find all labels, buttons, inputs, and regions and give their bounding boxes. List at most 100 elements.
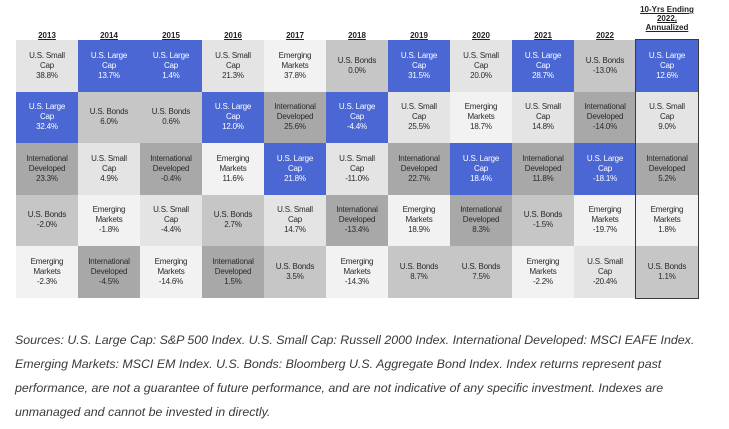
return-value: 37.8%: [284, 70, 306, 80]
return-cell: International Developed 25.6%: [264, 91, 326, 143]
asset-class-label: Cap: [163, 215, 179, 225]
return-value: 1.1%: [658, 271, 676, 281]
asset-class-label: U.S. Large: [462, 153, 500, 163]
asset-class-label: Cap: [163, 60, 179, 70]
asset-class-label: U.S. Large: [276, 153, 314, 163]
return-value: 18.9%: [408, 225, 430, 235]
return-cell: U.S. Bonds 7.5%: [450, 246, 512, 298]
return-cell: Emerging Markets -14.6%: [140, 246, 202, 298]
asset-class-returns-quilt: 2013 2014 2015 2016 2017 2018 2019 2020 2021 2022…: [16, 5, 699, 299]
return-cell: U.S. Large Cap -18.1%: [574, 143, 636, 195]
return-value: 20.0%: [470, 70, 492, 80]
asset-class-label: Emerging: [154, 256, 188, 266]
asset-class-label: Cap: [659, 60, 675, 70]
return-value: -14.3%: [344, 276, 370, 286]
return-value: 14.7%: [284, 225, 306, 235]
asset-class-label: International: [274, 102, 316, 112]
return-cell: U.S. Small Cap 20.0%: [450, 40, 512, 92]
return-value: 1.5%: [224, 276, 242, 286]
asset-class-label: Cap: [597, 266, 613, 276]
asset-class-label: Developed: [400, 163, 438, 173]
asset-class-label: U.S. Bonds: [337, 55, 377, 65]
return-cell: Emerging Markets -1.8%: [78, 194, 140, 246]
return-cell: U.S. Bonds 6.0%: [78, 91, 140, 143]
asset-class-label: International: [336, 205, 378, 215]
return-cell: U.S. Bonds -2.0%: [16, 194, 78, 246]
return-value: 6.0%: [100, 117, 118, 127]
asset-class-label: Cap: [411, 112, 427, 122]
asset-class-label: Cap: [597, 163, 613, 173]
asset-class-label: Cap: [39, 60, 55, 70]
return-value: 25.6%: [284, 122, 306, 132]
asset-class-label: Markets: [653, 215, 681, 225]
asset-class-label: International: [150, 153, 192, 163]
column-header: 2013: [38, 31, 56, 40]
return-cell: International Developed 5.2%: [636, 143, 698, 195]
return-cell: Emerging Markets -14.3%: [326, 246, 388, 298]
sources-footnote: Sources: U.S. Large Cap: S&P 500 Index. …: [15, 333, 695, 419]
return-value: -19.7%: [592, 225, 618, 235]
return-value: 21.8%: [284, 173, 306, 183]
return-value: 0.0%: [348, 65, 366, 75]
return-cell: U.S. Bonds 3.5%: [264, 246, 326, 298]
return-cell: International Developed -0.4%: [140, 143, 202, 195]
asset-class-label: U.S. Small: [525, 102, 561, 112]
asset-class-label: U.S. Bonds: [399, 261, 439, 271]
asset-class-label: U.S. Large: [152, 50, 190, 60]
asset-class-label: Emerging: [340, 256, 374, 266]
asset-class-label: U.S. Small: [153, 205, 189, 215]
return-cell: U.S. Small Cap -11.0%: [326, 143, 388, 195]
asset-class-label: Emerging: [30, 256, 64, 266]
asset-class-label: International: [584, 102, 626, 112]
asset-class-label: Emerging: [588, 205, 622, 215]
asset-class-label: Developed: [648, 163, 686, 173]
return-cell: Emerging Markets -2.3%: [16, 246, 78, 298]
asset-class-label: U.S. Small: [401, 102, 437, 112]
asset-class-label: U.S. Bonds: [27, 210, 67, 220]
column-header: 2020: [472, 31, 490, 40]
return-cell: U.S. Small Cap -20.4%: [574, 246, 636, 298]
return-cell: Emerging Markets -19.7%: [574, 194, 636, 246]
asset-class-label: U.S. Large: [524, 50, 562, 60]
asset-class-label: Cap: [349, 163, 365, 173]
return-cell: International Developed -14.0%: [574, 91, 636, 143]
column-header: 2014: [100, 31, 118, 40]
asset-class-label: Markets: [281, 60, 309, 70]
asset-class-label: Markets: [95, 215, 123, 225]
asset-class-label: International: [26, 153, 68, 163]
return-value: 13.7%: [98, 70, 120, 80]
return-cell: U.S. Small Cap -4.4%: [140, 194, 202, 246]
asset-class-label: U.S. Bonds: [461, 261, 501, 271]
return-value: 18.4%: [470, 173, 492, 183]
return-cell: U.S. Small Cap 38.8%: [16, 40, 78, 92]
return-cell: U.S. Bonds -13.0%: [574, 40, 636, 92]
column-header: 2018: [348, 31, 366, 40]
return-value: -0.4%: [161, 173, 181, 183]
column-header: 2022: [596, 31, 614, 40]
return-value: 38.8%: [36, 70, 58, 80]
return-value: -14.6%: [158, 276, 184, 286]
asset-class-label: Cap: [473, 163, 489, 173]
return-value: -14.0%: [592, 122, 618, 132]
asset-class-label: U.S. Bonds: [89, 107, 129, 117]
asset-class-label: U.S. Bonds: [523, 210, 563, 220]
asset-class-label: Cap: [411, 60, 427, 70]
return-value: 32.4%: [36, 122, 58, 132]
column-header: 2015: [162, 31, 180, 40]
asset-class-label: Markets: [33, 266, 61, 276]
asset-class-label: U.S. Large: [400, 50, 438, 60]
return-cell: U.S. Bonds 2.7%: [202, 194, 264, 246]
return-cell: International Developed -4.5%: [78, 246, 140, 298]
asset-class-label: U.S. Small: [587, 256, 623, 266]
asset-class-label: Developed: [524, 163, 562, 173]
asset-class-label: Developed: [90, 266, 128, 276]
return-cell: International Developed 1.5%: [202, 246, 264, 298]
return-value: -1.5%: [533, 220, 553, 230]
asset-class-label: U.S. Small: [29, 50, 65, 60]
asset-class-label: U.S. Large: [28, 102, 66, 112]
return-cell: U.S. Bonds -1.5%: [512, 194, 574, 246]
return-cell: U.S. Small Cap 4.9%: [78, 143, 140, 195]
column-header: 2021: [534, 31, 552, 40]
asset-class-label: Cap: [659, 112, 675, 122]
return-value: -4.4%: [161, 225, 181, 235]
